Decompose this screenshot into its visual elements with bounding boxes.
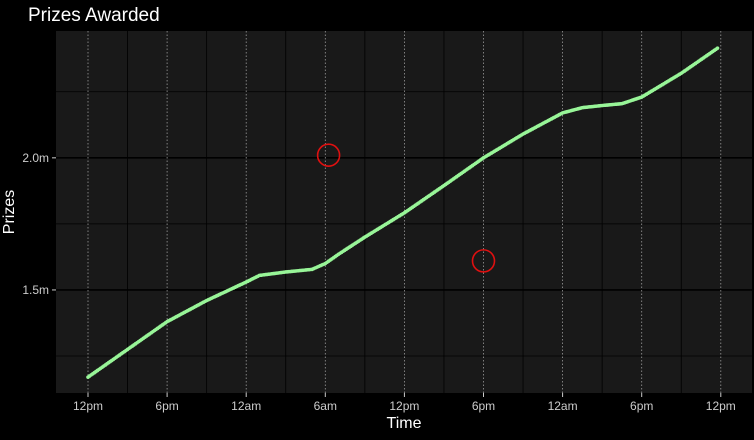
chart-title: Prizes Awarded [28,5,160,26]
y-tick-label: 1.5m [22,283,49,297]
x-tick-label: 6pm [472,399,495,413]
x-tick-label: 12pm [389,399,419,413]
x-tick-label: 6am [314,399,337,413]
y-tick-label: 2.0m [22,151,49,165]
x-tick-label: 6pm [155,399,178,413]
x-tick-label: 12am [231,399,261,413]
highlight-circle [471,249,496,273]
x-tick-label: 12pm [706,399,736,413]
x-axis-label: Time [387,415,422,432]
y-axis-label: Prizes [1,190,18,234]
x-tick-label: 12pm [73,399,103,413]
highlight-circle [316,143,341,167]
data-point [715,46,720,50]
x-tick-label: 6pm [630,399,653,413]
x-tick-label: 12am [548,399,578,413]
